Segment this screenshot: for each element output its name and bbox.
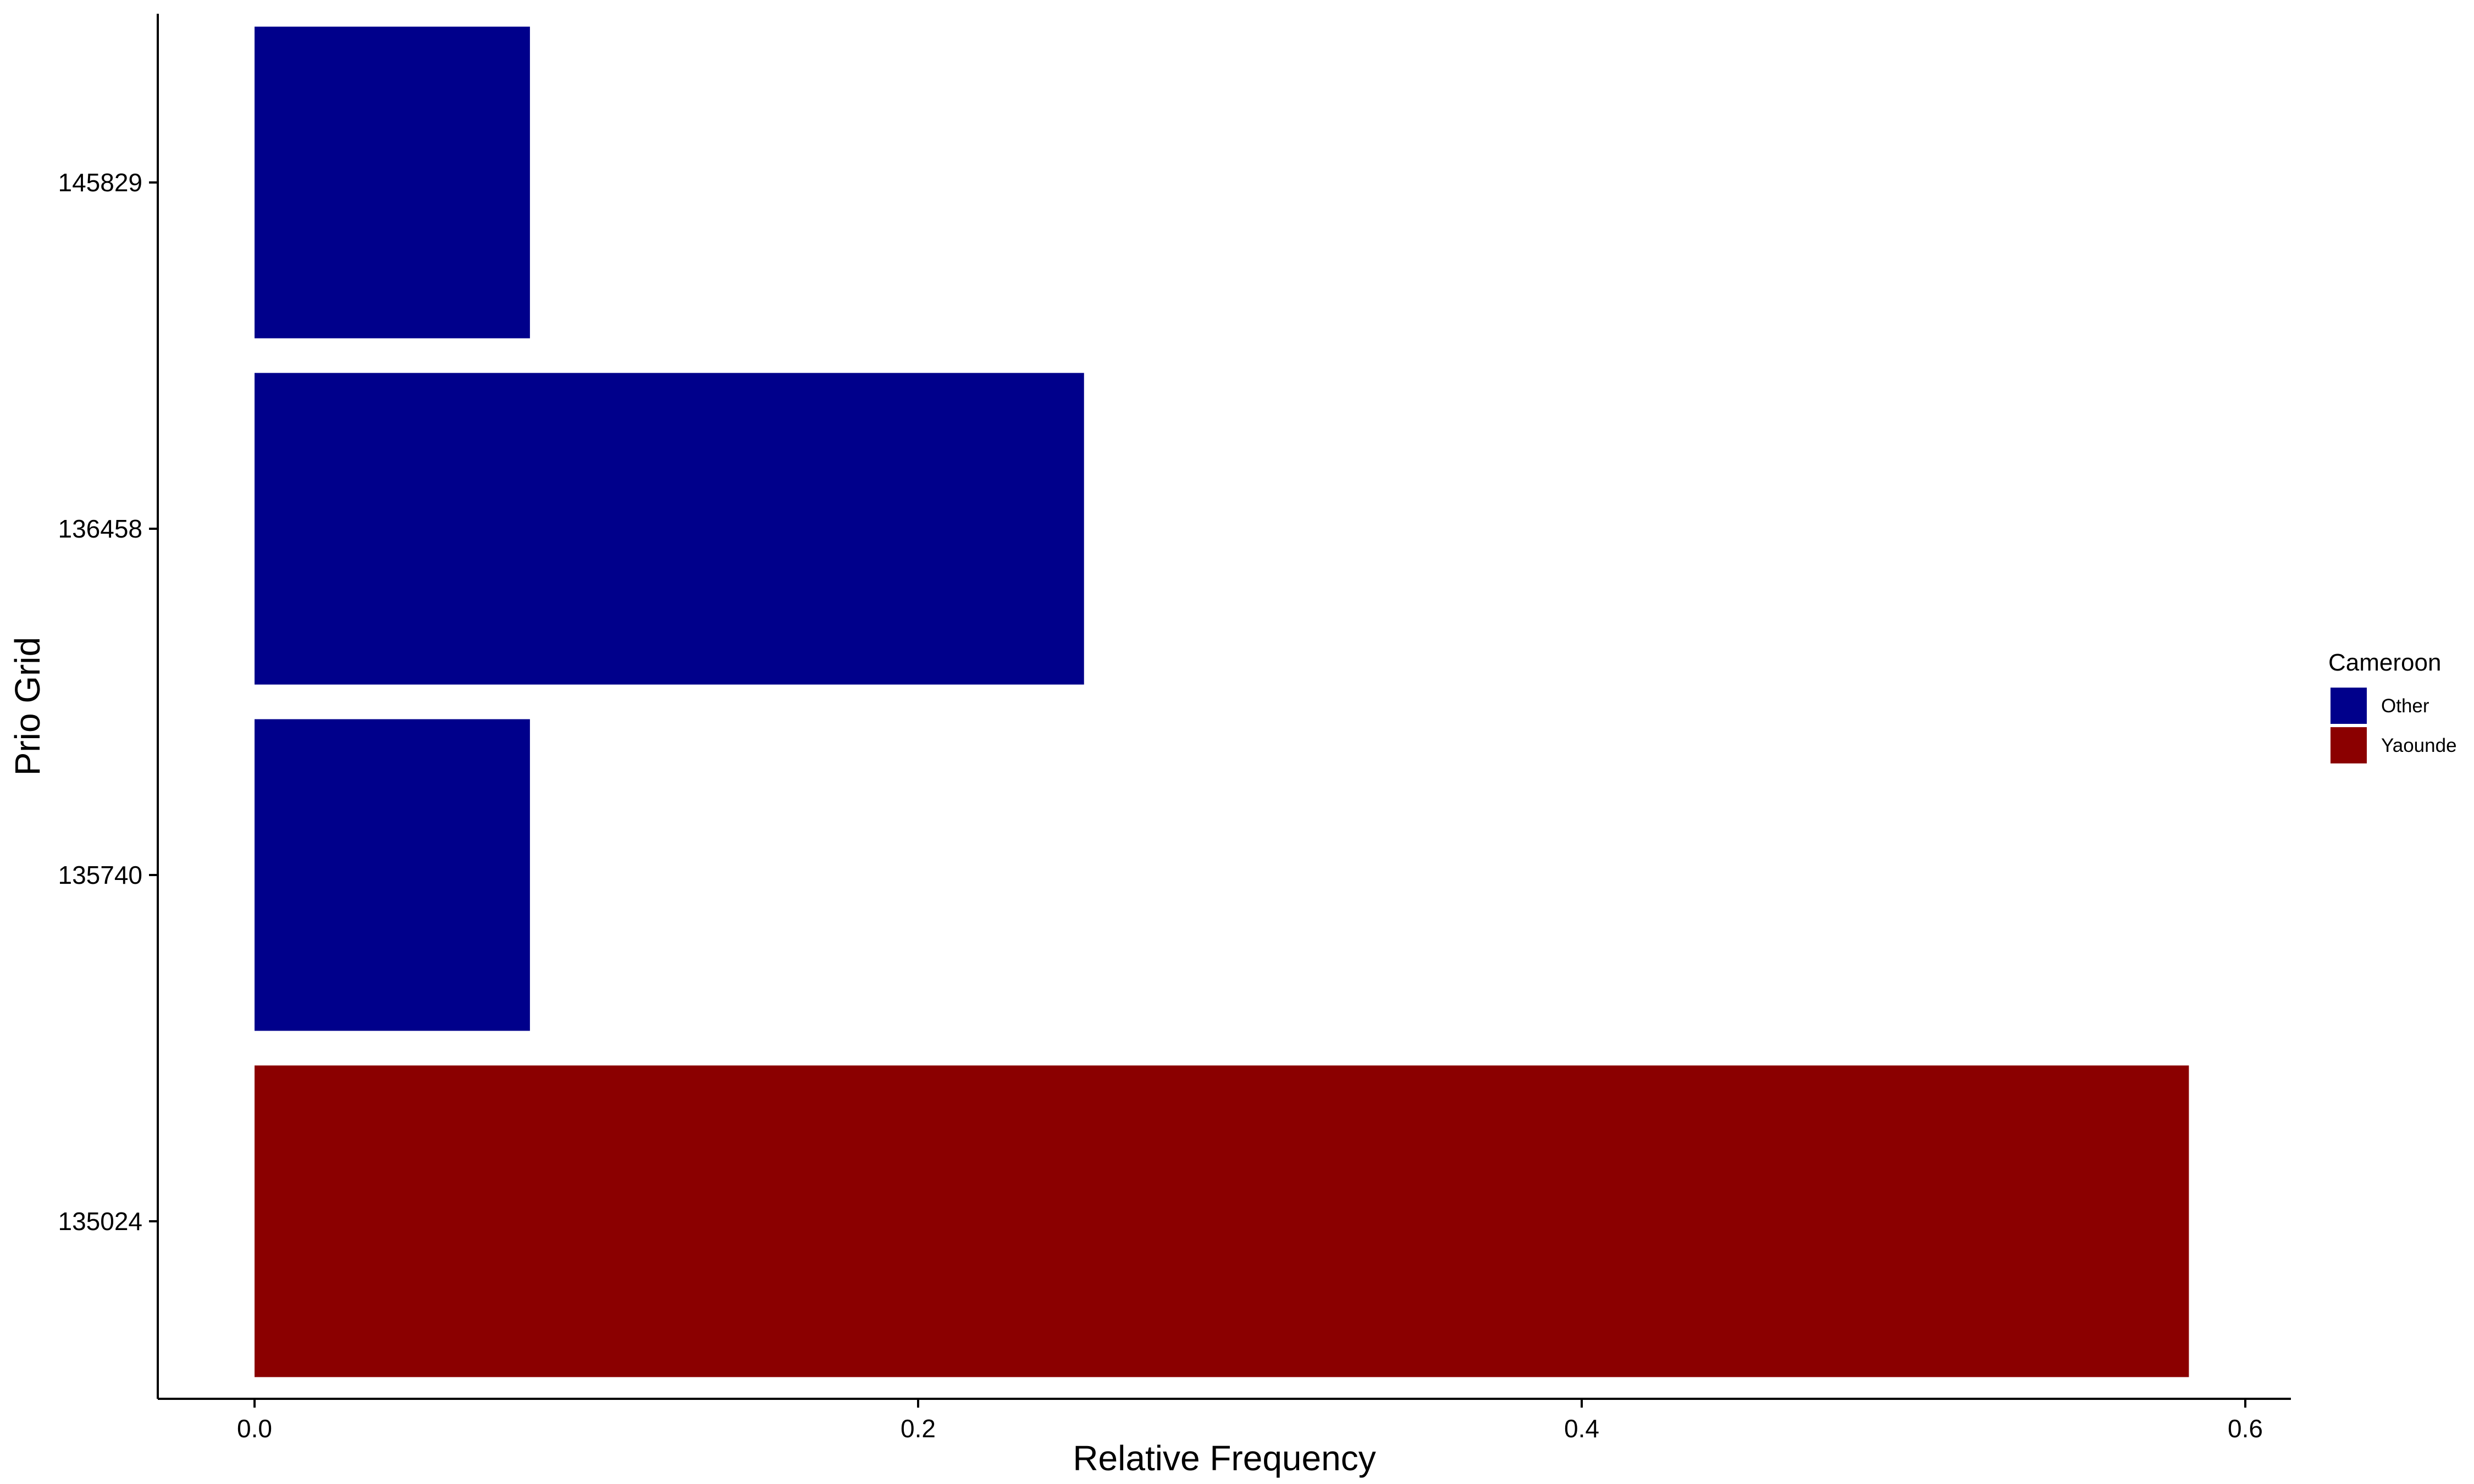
bars-layer [255,26,2189,1377]
legend-entries: Other Yaounde [2331,688,2457,763]
x-tick-label: 0.6 [2228,1414,2263,1443]
legend-key-yaounde [2331,727,2367,763]
x-tick-label: 0.0 [237,1414,272,1443]
legend: Cameroon Other Yaounde [2328,649,2457,763]
x-axis-title: Relative Frequency [1073,1438,1376,1478]
y-tick-label: 145829 [58,168,143,197]
x-tick-label: 0.2 [901,1414,936,1443]
y-tick-label: 136458 [58,514,143,543]
y-axis-ticks: 135024 135740 136458 145829 [58,168,158,1236]
x-axis-ticks: 0.0 0.2 0.4 0.6 [237,1399,2263,1443]
x-tick-label: 0.4 [1564,1414,1599,1443]
legend-title: Cameroon [2328,649,2441,676]
bar-145829 [255,26,530,339]
y-axis-title: Prio Grid [8,637,47,776]
legend-key-other [2331,688,2367,724]
bar-136458 [255,373,1084,685]
y-tick-label: 135740 [58,861,143,889]
bar-135024 [255,1065,2189,1377]
legend-label-other: Other [2381,695,2429,717]
bar-135740 [255,719,530,1031]
legend-label-yaounde: Yaounde [2381,735,2457,756]
y-tick-label: 135024 [58,1207,143,1236]
